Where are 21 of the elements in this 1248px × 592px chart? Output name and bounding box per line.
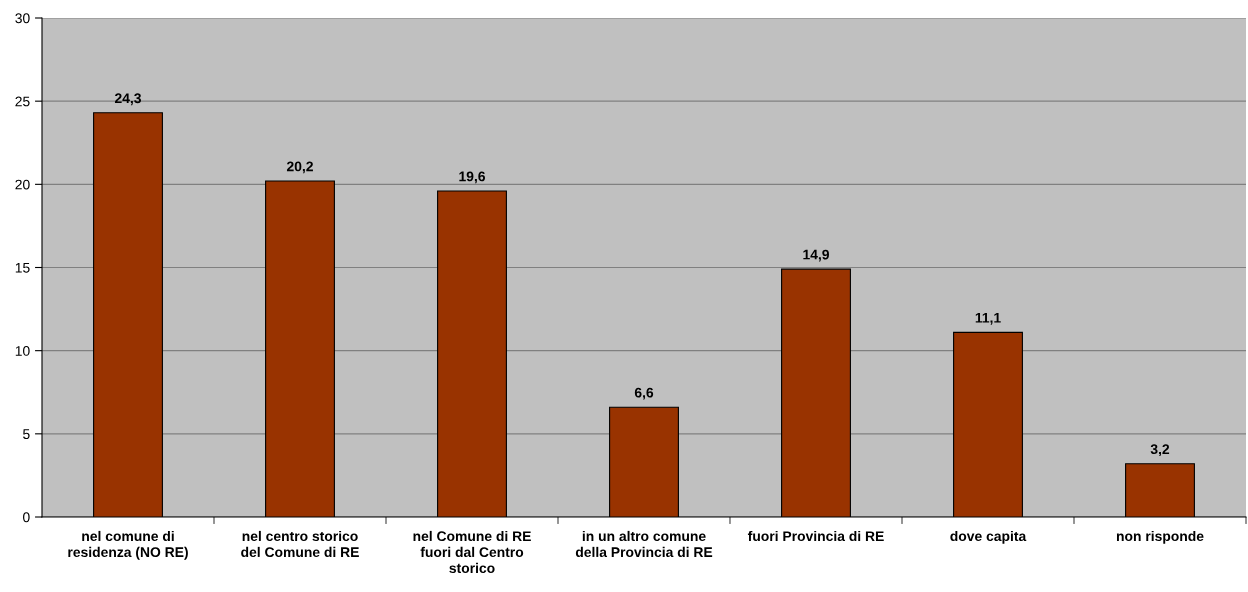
x-tick-label: fuori Provincia di RE [747,530,884,542]
y-tick-label: 30 [15,13,30,24]
y-tick-label: 10 [15,346,30,356]
x-tick-label: nel Comune di RE fuori dal Centro storico [413,530,531,574]
x-tick-label: nel comune di residenza (NO RE) [68,530,188,560]
x-tick-label: non risponde [1116,530,1204,544]
y-tick-label: 25 [15,96,30,107]
data-label: 11,1 [975,312,1001,325]
data-label: 3,2 [1150,444,1170,457]
data-label: 6,6 [634,387,654,400]
data-label: 20,2 [286,161,313,174]
x-tick-label: in un altro comune della Provincia di RE [575,530,713,558]
x-tick-label: nel centro storico del Comune di RE [241,530,359,558]
y-tick-label: 15 [15,262,30,273]
data-label: 24,3 [114,93,142,106]
y-tick-label: 5 [23,429,30,439]
y-tick-label: 20 [15,179,30,190]
y-tick-label: 0 [23,512,30,523]
data-label: 14,9 [803,249,829,262]
data-label: 19,6 [459,171,486,184]
x-tick-label: dove capita [950,530,1027,544]
